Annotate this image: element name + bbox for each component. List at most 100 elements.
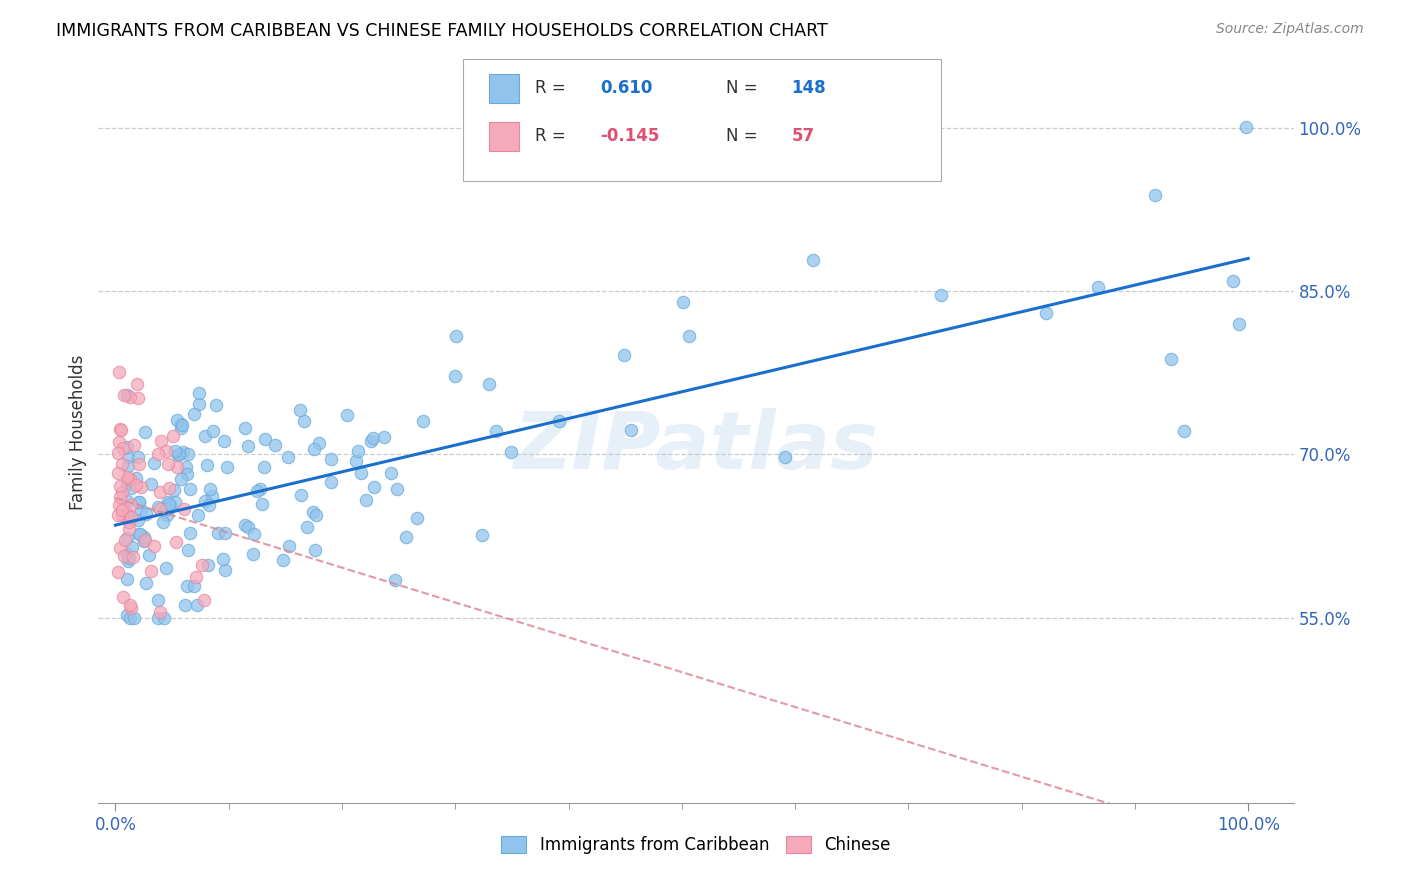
Point bbox=[302, 504, 325, 518]
Point bbox=[157, 497, 180, 511]
Point bbox=[361, 431, 384, 445]
Point bbox=[120, 481, 142, 495]
Point bbox=[263, 438, 285, 452]
Point bbox=[678, 328, 700, 343]
Point bbox=[111, 441, 134, 455]
Point bbox=[132, 533, 155, 548]
Point bbox=[354, 493, 377, 508]
Point bbox=[163, 444, 186, 458]
Text: 0.610: 0.610 bbox=[600, 79, 652, 97]
Point bbox=[347, 443, 370, 458]
Point bbox=[412, 414, 434, 428]
Point bbox=[548, 414, 571, 428]
Point bbox=[170, 420, 193, 434]
Point bbox=[112, 591, 135, 605]
Text: 148: 148 bbox=[792, 79, 827, 97]
Point bbox=[117, 458, 139, 473]
Point bbox=[177, 447, 200, 461]
FancyBboxPatch shape bbox=[463, 59, 941, 181]
Point bbox=[155, 508, 177, 523]
Point bbox=[125, 471, 148, 485]
Point bbox=[174, 599, 197, 613]
Point bbox=[111, 503, 134, 517]
Point bbox=[249, 482, 271, 496]
Point bbox=[128, 495, 150, 509]
Point bbox=[155, 444, 177, 458]
Point bbox=[118, 516, 141, 530]
Point bbox=[115, 531, 138, 545]
Text: R =: R = bbox=[534, 79, 571, 97]
Point bbox=[112, 387, 135, 401]
Point bbox=[243, 526, 266, 541]
Point bbox=[305, 508, 328, 523]
Point bbox=[308, 435, 330, 450]
Point bbox=[117, 450, 139, 464]
Point bbox=[110, 508, 132, 523]
Point bbox=[194, 429, 217, 443]
Point bbox=[350, 466, 373, 480]
Point bbox=[120, 599, 142, 613]
Point bbox=[1160, 351, 1182, 366]
Point bbox=[165, 534, 187, 549]
Point bbox=[395, 530, 418, 544]
Point bbox=[170, 472, 193, 486]
Point bbox=[478, 377, 501, 392]
Legend: Immigrants from Caribbean, Chinese: Immigrants from Caribbean, Chinese bbox=[495, 830, 897, 861]
Point bbox=[254, 432, 277, 446]
Point bbox=[211, 552, 233, 566]
Point bbox=[471, 528, 494, 542]
Point bbox=[157, 481, 180, 495]
Point bbox=[344, 454, 367, 468]
Point bbox=[120, 600, 142, 615]
Point bbox=[302, 442, 325, 457]
Point bbox=[183, 408, 205, 422]
Point bbox=[215, 459, 238, 474]
Point bbox=[117, 508, 139, 523]
Point bbox=[197, 558, 219, 572]
Point bbox=[107, 466, 129, 480]
Point bbox=[444, 369, 467, 384]
Point bbox=[288, 403, 311, 417]
Point bbox=[112, 501, 135, 516]
Point bbox=[129, 526, 152, 541]
Point bbox=[238, 439, 260, 453]
Point bbox=[195, 458, 218, 472]
Point bbox=[183, 579, 205, 593]
Point bbox=[120, 498, 142, 512]
Point bbox=[115, 469, 138, 483]
Point bbox=[1087, 280, 1109, 294]
Point bbox=[214, 563, 236, 577]
Point bbox=[166, 413, 188, 427]
Point bbox=[108, 422, 131, 436]
Point bbox=[122, 611, 145, 625]
Point bbox=[501, 444, 523, 458]
Point bbox=[155, 561, 177, 575]
Point bbox=[152, 515, 174, 529]
Point bbox=[118, 551, 141, 566]
Point bbox=[118, 472, 141, 486]
Point bbox=[214, 525, 236, 540]
Point bbox=[148, 447, 170, 461]
Point bbox=[108, 435, 131, 450]
Point bbox=[165, 494, 187, 508]
Point bbox=[242, 547, 264, 561]
Text: N =: N = bbox=[725, 128, 762, 145]
Point bbox=[179, 482, 201, 496]
Point bbox=[110, 423, 132, 437]
Point bbox=[1234, 120, 1257, 134]
Text: -0.145: -0.145 bbox=[600, 128, 659, 145]
Point bbox=[108, 499, 131, 513]
Point bbox=[120, 390, 142, 404]
Point bbox=[111, 457, 134, 471]
Point bbox=[134, 425, 156, 440]
Point bbox=[187, 508, 209, 523]
Point bbox=[121, 540, 143, 554]
Point bbox=[1035, 306, 1057, 320]
Point bbox=[128, 495, 150, 509]
Point bbox=[1227, 317, 1250, 331]
Point bbox=[127, 376, 149, 391]
Point bbox=[157, 495, 180, 509]
Point bbox=[186, 598, 208, 612]
Point bbox=[153, 611, 176, 625]
Point bbox=[385, 482, 408, 496]
